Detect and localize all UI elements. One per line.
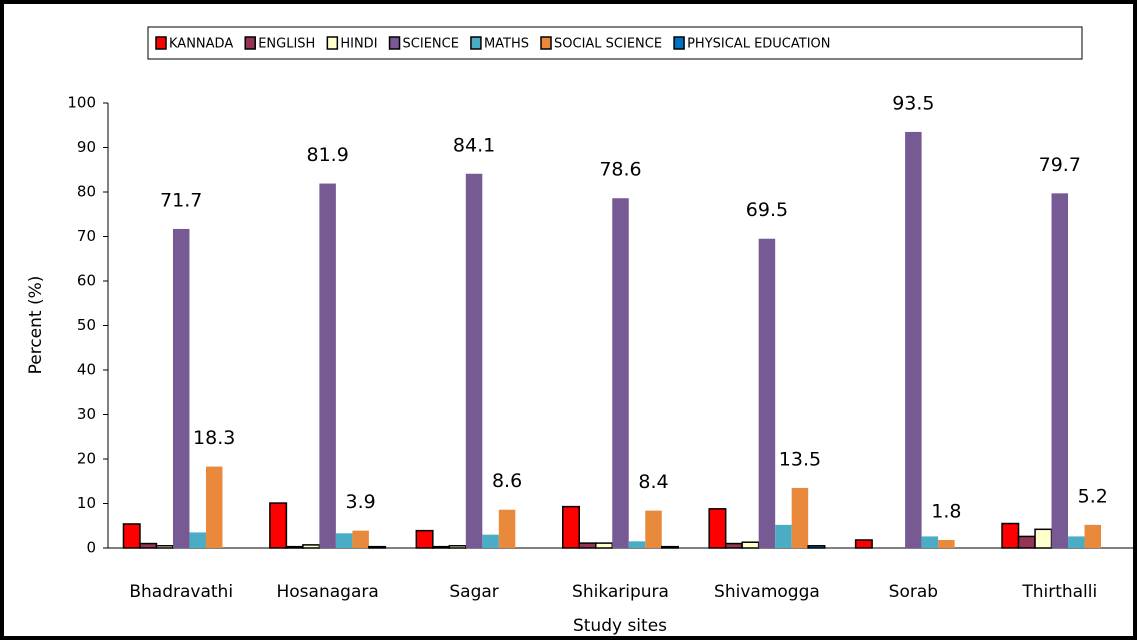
bar (578, 542, 597, 549)
bar (352, 530, 369, 548)
data-label: 8.6 (492, 470, 522, 492)
bar (302, 544, 321, 549)
bar (155, 545, 174, 549)
y-tick-label: 80 (77, 183, 96, 201)
legend-label: MATHS (484, 37, 529, 52)
bar (758, 238, 776, 548)
legend-label: KANNADA (169, 37, 233, 52)
x-tick-label: Sorab (889, 582, 938, 602)
legend-swatch (244, 36, 256, 50)
bar (1017, 535, 1036, 549)
data-label: 78.6 (599, 159, 641, 181)
x-tick-label: Bhadravathi (129, 582, 233, 602)
x-tick-label: Thirthalli (1021, 582, 1097, 602)
legend-label: SOCIAL SCIENCE (554, 37, 662, 52)
data-label: 5.2 (1078, 485, 1108, 507)
bar (482, 534, 499, 548)
y-tick-label: 70 (77, 227, 96, 245)
legend-label: SCIENCE (403, 37, 459, 52)
legend-label: HINDI (340, 37, 377, 52)
data-label: 93.5 (892, 92, 934, 114)
data-label: 84.1 (453, 134, 495, 156)
y-tick-label: 100 (67, 94, 96, 112)
bar (724, 542, 743, 549)
bar (1051, 193, 1069, 548)
bar (1068, 536, 1085, 548)
x-axis-title: Study sites (573, 616, 667, 636)
bar (661, 545, 679, 549)
data-label: 8.4 (638, 471, 668, 493)
bar (432, 545, 451, 549)
bar (319, 183, 336, 549)
bar (335, 533, 353, 548)
bar (595, 542, 613, 549)
bar (1034, 528, 1053, 549)
bar (415, 529, 434, 549)
data-label: 13.5 (779, 448, 821, 470)
bar (807, 545, 826, 549)
bar (205, 466, 223, 548)
y-axis-title: Percent (%) (26, 276, 46, 375)
y-tick-label: 10 (77, 494, 96, 512)
legend-swatch (540, 36, 552, 50)
bar (854, 539, 873, 549)
legend-swatch (470, 36, 482, 50)
y-tick-label: 50 (77, 316, 96, 334)
bar (562, 505, 580, 549)
y-tick-label: 30 (77, 405, 96, 423)
data-label: 71.7 (160, 189, 202, 211)
bar (1001, 522, 1020, 549)
data-label: 1.8 (931, 500, 961, 522)
x-tick-label: Sagar (449, 582, 498, 602)
legend-label: ENGLISH (258, 37, 315, 52)
bar (122, 523, 141, 549)
bar (791, 487, 809, 548)
data-label: 18.3 (193, 427, 235, 449)
y-tick-label: 20 (77, 450, 96, 468)
bar (921, 536, 939, 548)
bar (905, 131, 922, 549)
bar (285, 545, 304, 549)
bar (645, 510, 662, 548)
bar (938, 539, 955, 548)
data-label: 3.9 (346, 491, 376, 513)
bar (269, 502, 288, 549)
bar (628, 541, 646, 548)
y-tick-label: 40 (77, 361, 96, 379)
legend-swatch (388, 36, 401, 50)
bar (172, 228, 190, 548)
bar (741, 541, 760, 549)
bar (448, 545, 467, 549)
legend-swatch (155, 36, 167, 50)
bar (368, 545, 387, 549)
bar (1084, 524, 1102, 548)
legend-swatch (673, 36, 685, 50)
bar (708, 508, 727, 549)
x-tick-label: Shikaripura (572, 582, 669, 602)
y-tick-label: 60 (77, 272, 96, 290)
bar (775, 524, 792, 548)
bar (139, 542, 158, 549)
legend-label: PHYSICAL EDUCATION (687, 37, 830, 52)
bar (498, 509, 516, 548)
x-tick-label: Shivamogga (714, 582, 820, 602)
bar (465, 173, 483, 548)
bar (189, 532, 206, 548)
data-label: 81.9 (306, 144, 348, 166)
data-label: 79.7 (1039, 154, 1081, 176)
x-tick-label: Hosanagara (277, 582, 379, 602)
data-label: 69.5 (746, 199, 788, 221)
legend-box (147, 26, 1083, 60)
y-tick-label: 90 (77, 138, 96, 156)
legend-swatch (326, 36, 339, 50)
bar (612, 198, 629, 549)
y-tick-label: 0 (86, 539, 96, 557)
